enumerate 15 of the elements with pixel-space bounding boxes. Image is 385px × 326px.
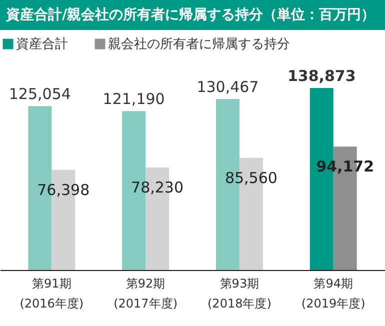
legend-label: 資産合計: [16, 36, 68, 52]
data-label: 85,560: [224, 168, 278, 187]
x-tick-label: 第93期 (2018年度): [208, 276, 272, 310]
data-label: 125,054: [8, 85, 71, 104]
data-label: 78,230: [131, 178, 184, 196]
data-label: 94,172: [316, 158, 374, 176]
data-label: 76,398: [37, 180, 90, 199]
x-tick-label: 第94期 (2019年度): [301, 276, 366, 310]
data-label: 121,190: [102, 90, 165, 108]
legend-label: 親会社の所有者に帰属する持分: [108, 37, 290, 52]
data-label: 130,467: [196, 78, 259, 96]
x-tick-label: 第92期 (2017年度): [114, 276, 178, 310]
x-tick-label: 第91期 (2016年度): [20, 276, 84, 310]
chart-title: 資産合計/親会社の所有者に帰属する持分（単位：百万円）: [5, 6, 376, 23]
data-label: 138,873: [287, 67, 356, 85]
